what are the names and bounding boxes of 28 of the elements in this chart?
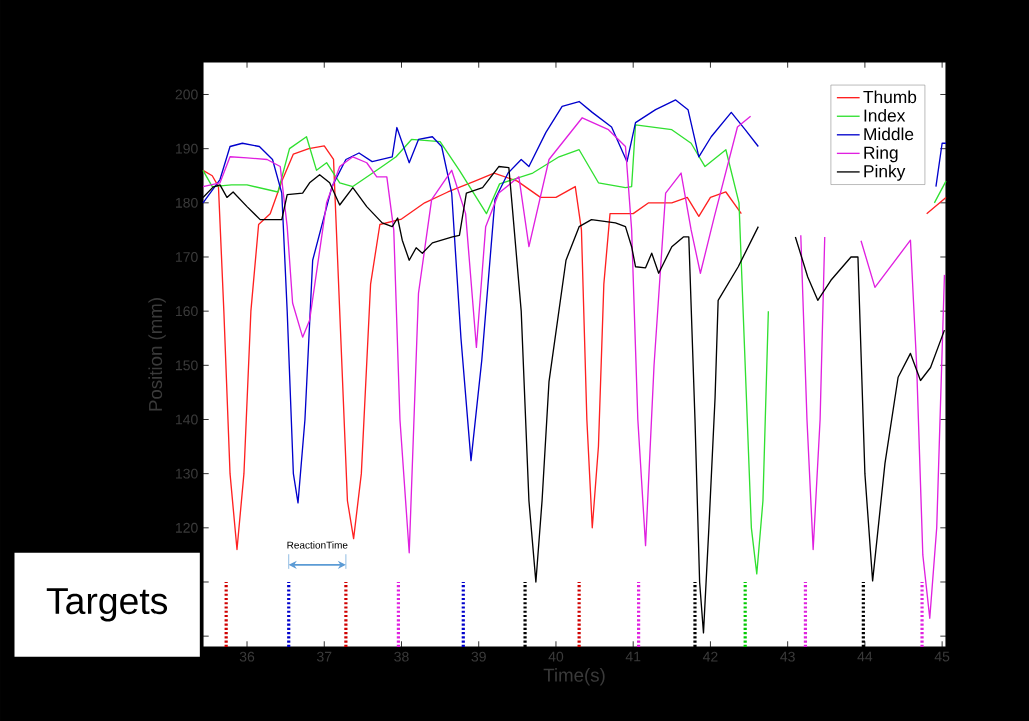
annotation: ReactionTime [287, 541, 348, 549]
y-tick-label: 160 [176, 306, 198, 317]
x-axis-title: Time(s) [543, 668, 605, 686]
x-tick-label: 45 [934, 651, 950, 662]
y-tick-label: 140 [176, 414, 198, 425]
x-tick-label: 41 [625, 651, 641, 662]
y-tick-label: 150 [176, 360, 198, 371]
y-tick-label: 130 [176, 468, 198, 479]
legend-label: Index [864, 108, 906, 122]
y-tick-label: 170 [176, 252, 198, 262]
text: Targets [46, 588, 168, 622]
x-tick-label: 40 [548, 651, 564, 662]
y-tick-label: 200 [175, 89, 198, 100]
y-tick-label: 190 [176, 143, 198, 154]
y-tick-label: 180 [176, 197, 198, 208]
x-tick-label: 42 [702, 651, 718, 662]
y-axis-title: Position (mm) [148, 298, 166, 411]
x-tick-label: 36 [239, 651, 255, 662]
x-tick-label: 37 [317, 651, 332, 662]
x-tick-label: 43 [780, 651, 795, 662]
legend-label: Thumb [863, 90, 917, 104]
x-tick-label: 38 [394, 651, 409, 662]
y-tick-label: 120 [176, 522, 198, 533]
x-tick-label: 39 [471, 651, 486, 662]
x-tick-label: 44 [857, 651, 873, 662]
legend-label: Middle [864, 127, 914, 141]
legend-label: Ring [864, 146, 898, 163]
legend-label: Pinky [864, 164, 906, 181]
